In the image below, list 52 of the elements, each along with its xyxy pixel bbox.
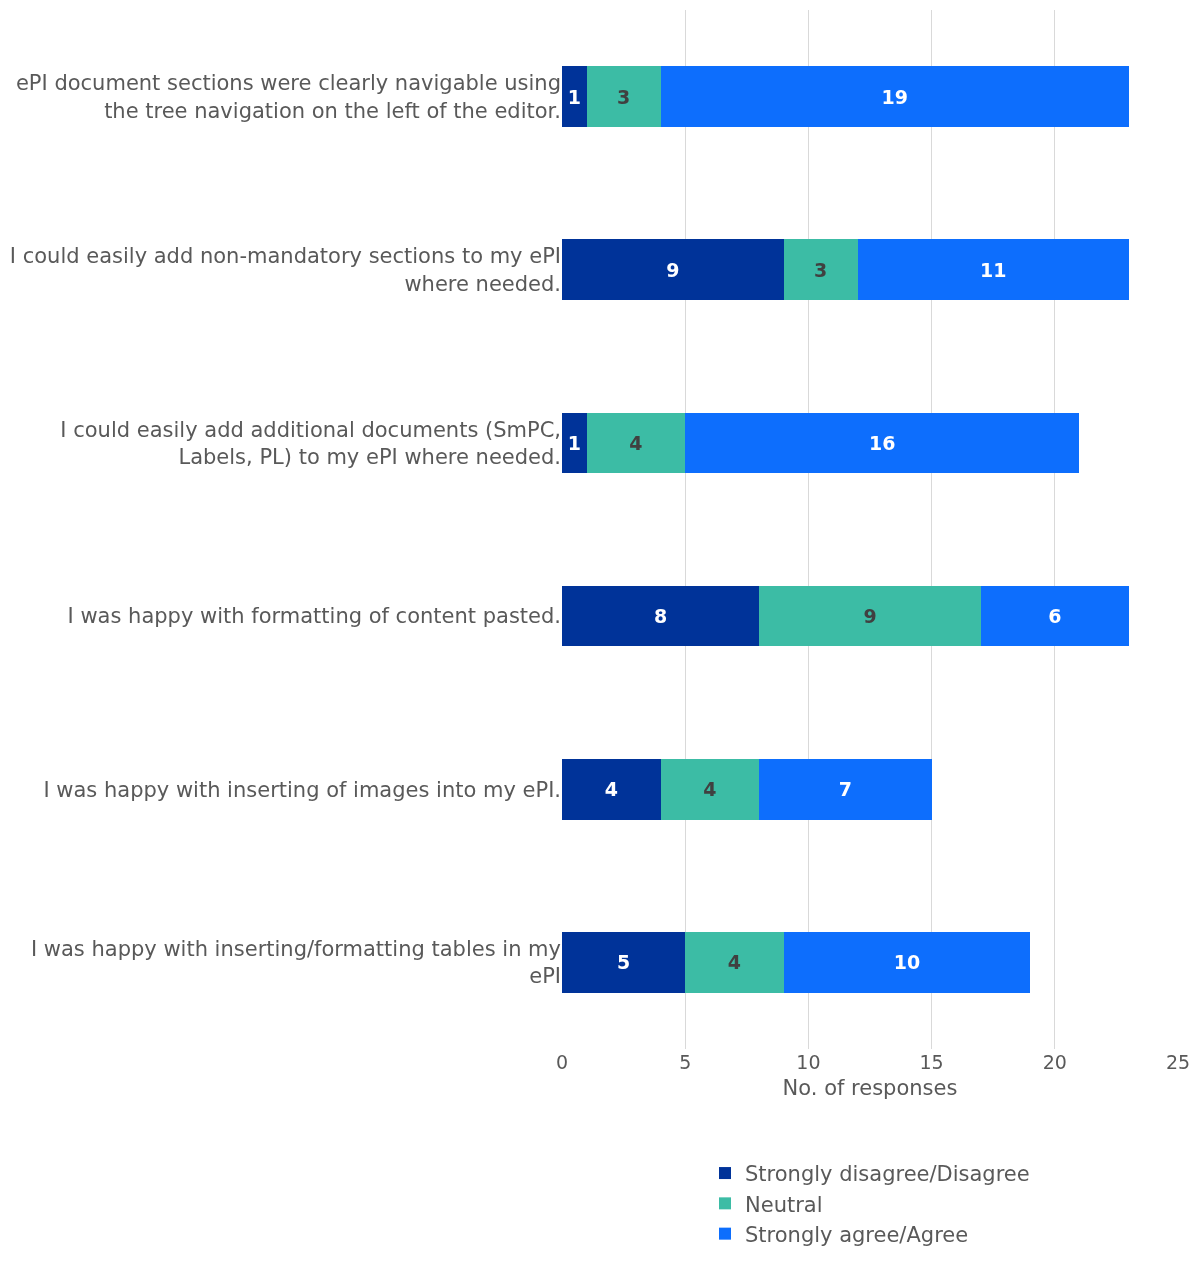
data-label: 8 [653, 605, 668, 628]
bar [562, 412, 587, 474]
x-tick-label: 5 [679, 1051, 692, 1073]
bar [562, 239, 784, 301]
legend-label: Neutral [745, 1192, 823, 1217]
data-label: 19 [881, 85, 908, 108]
legend-label: Strongly agree/Agree [745, 1222, 969, 1247]
data-label: 1 [567, 431, 581, 454]
bar [980, 585, 1129, 647]
bar [759, 758, 932, 820]
x-axis-title: No. of responses [782, 1076, 958, 1101]
data-label: 5 [616, 951, 631, 974]
y-tick-label: I was happy with formatting of content pasted. [67, 604, 561, 629]
data-label: 4 [727, 951, 742, 974]
bar [586, 412, 686, 474]
x-tick-label: 0 [555, 1051, 569, 1073]
data-label: 9 [863, 605, 877, 628]
bar [660, 758, 760, 820]
data-label: 7 [838, 778, 852, 801]
data-label: 10 [893, 951, 921, 974]
data-label: 4 [629, 431, 643, 454]
data-label: 4 [703, 778, 717, 801]
bar [562, 585, 760, 647]
x-tick-label: 15 [919, 1051, 944, 1073]
bar [857, 239, 1129, 301]
y-tick-label: I was happy with inserting/formatting tables in my ePI [30, 937, 561, 989]
data-label: 1 [567, 85, 581, 108]
bar [562, 66, 587, 127]
x-tick-label: 20 [1042, 1051, 1067, 1073]
bar [783, 239, 858, 301]
data-label: 3 [814, 258, 828, 281]
data-label: 6 [1048, 605, 1062, 628]
bar [685, 932, 784, 993]
y-tick-label: I could easily add additional documents (SmPC, Labels, PL) to my ePI where needed. [60, 417, 561, 469]
y-tick-label: ePI document sections were clearly navigable using the tree navigation on the left of the editor. [15, 71, 561, 123]
x-tick-label: 10 [796, 1051, 821, 1073]
data-label: 3 [616, 85, 631, 108]
bar [660, 66, 1129, 127]
bar [586, 66, 661, 127]
bar [783, 932, 1031, 993]
x-tick-label: 25 [1165, 1051, 1191, 1073]
legend-label: Strongly disagree/Disagree [745, 1162, 1030, 1187]
data-label: 9 [666, 258, 680, 281]
bar [685, 412, 1080, 474]
bar [759, 585, 981, 647]
bar [562, 758, 661, 820]
y-tick-label: I could easily add non-mandatory sections to my ePI where needed. [9, 244, 561, 296]
bar [562, 932, 686, 993]
data-label: 16 [869, 431, 896, 454]
y-tick-label: I was happy with inserting of images into my ePI. [43, 777, 561, 802]
data-label: 11 [979, 258, 1007, 281]
data-label: 4 [604, 778, 618, 801]
